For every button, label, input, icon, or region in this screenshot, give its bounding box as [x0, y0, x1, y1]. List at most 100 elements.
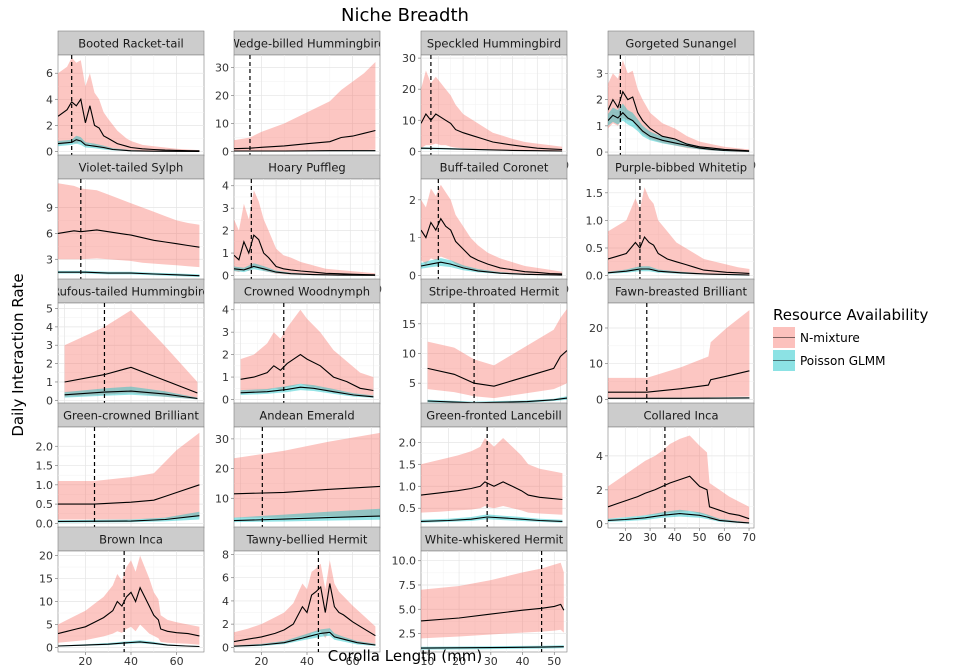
facet-collared-inca-poisson-glmm-band [608, 509, 750, 524]
facet-green-fronted-lancebill-n-mixture-mean-line [421, 481, 563, 501]
facet-rufous-tailed-hummingbird-plot [64, 303, 198, 404]
facet-green-fronted-lancebill-ytick-label: 2.0 [399, 436, 417, 449]
facet-fawn-breasted-brilliant-plot [608, 303, 750, 404]
facet-tawny-bellied-hermit-ytick-label: 0 [222, 641, 229, 654]
facet-rufous-tailed-hummingbird-ytick-label: 0 [46, 394, 53, 407]
facet-green-fronted-lancebill-grid [421, 427, 567, 528]
facet-violet-tailed-sylph: Violet-tailed Sylph204060369 [46, 154, 205, 296]
facet-white-whiskered-hermit-grid [421, 551, 567, 652]
facet-violet-tailed-sylph-strip [57, 154, 205, 180]
facet-collared-inca-xtick-label: 40 [668, 531, 682, 544]
facet-tawny-bellied-hermit-ytick-label: 4 [222, 595, 229, 608]
facet-purple-bibbed-whitetip-ytick-label: 0.5 [586, 242, 604, 255]
facet-purple-bibbed-whitetip-grid [608, 179, 754, 280]
facet-buff-tailed-coronet-n-mixture-mean-line [421, 217, 563, 275]
facet-brown-inca-xtick-label: 20 [78, 655, 92, 668]
facet-speckled-hummingbird-grid [421, 55, 567, 156]
facet-white-whiskered-hermit-xtick-label: 50 [547, 655, 561, 668]
facet-gorgeted-sunangel-plot [608, 55, 750, 156]
facet-stripe-throated-hermit-plot [427, 303, 567, 404]
facet-tawny-bellied-hermit: Tawny-bellied Hermit 20 40 60 0 2 4 6 8 [222, 526, 381, 668]
facet-hoary-puffleg-ytick-label: 4 [222, 180, 229, 193]
legend-label-poisson-glmm: Poisson GLMM [800, 354, 885, 368]
facet-collared-inca-n-mixture-mean-line [608, 475, 750, 520]
facet-speckled-hummingbird-poisson-glmm-band [421, 147, 563, 152]
facet-violet-tailed-sylph-n-mixture-band [58, 183, 200, 268]
facet-stripe-throated-hermit-grid [421, 303, 567, 404]
facet-crowned-woodnymph-ytick-label: 3 [222, 326, 229, 339]
facet-stripe-throated-hermit-strip [420, 278, 568, 304]
facet-brown-inca-strip [57, 526, 205, 552]
facet-tawny-bellied-hermit-xtick-label: 60 [346, 655, 360, 668]
facet-purple-bibbed-whitetip-ytick-label: 0.0 [586, 270, 604, 283]
facet-wedge-billed-hummingbird-ytick-label: 20 [215, 90, 229, 103]
facet-violet-tailed-sylph-ytick-label: 9 [46, 201, 53, 214]
facet-collared-inca-ytick-label: 4 [596, 450, 603, 463]
facet-fawn-breasted-brilliant-ytick-label: 0 [596, 393, 603, 406]
facet-rufous-tailed-hummingbird-strip-label: Rufous-tailed Hummingbird [52, 285, 210, 299]
facet-rufous-tailed-hummingbird-n-mixture-mean-line [64, 366, 198, 394]
facet-booted-racket-tail-poisson-glmm-band [58, 135, 200, 152]
facet-green-crowned-brilliant-ytick-label: 1.5 [36, 460, 54, 473]
facet-crowned-woodnymph-ytick-label: 1 [222, 371, 229, 384]
facet-stripe-throated-hermit-n-mixture-mean-line [427, 350, 567, 387]
facet-rufous-tailed-hummingbird-ytick-label: 4 [46, 321, 53, 334]
facet-rufous-tailed-hummingbird-ytick-label: 2 [46, 358, 53, 371]
facet-wedge-billed-hummingbird-plot [234, 55, 376, 156]
facet-brown-inca-poisson-glmm-mean-line [58, 641, 200, 648]
facet-wedge-billed-hummingbird-ytick-label: 0 [222, 146, 229, 159]
facet-collared-inca-xtick-label: 30 [643, 531, 657, 544]
facet-brown-inca-n-mixture-mean-line [58, 586, 200, 637]
facet-brown-inca-strip-label: Brown Inca [99, 533, 163, 547]
facet-rufous-tailed-hummingbird-n-mixture-band [64, 310, 198, 400]
facet-white-whiskered-hermit-panel [420, 550, 568, 653]
facet-white-whiskered-hermit-xtick-label: 30 [484, 655, 498, 668]
facet-white-whiskered-hermit-n-mixture-mean-line [421, 603, 565, 622]
facet-andean-emerald-strip-label: Andean Emerald [259, 409, 354, 423]
facet-fawn-breasted-brilliant-n-mixture-mean-line [608, 370, 750, 393]
facet-white-whiskered-hermit: White-whiskered Hermit 10 20 30 40 50 2.5 5.0 7.… [392, 526, 568, 668]
facet-collared-inca-poisson-glmm-mean-line [608, 513, 750, 524]
facet-brown-inca-ytick-label: 10 [39, 596, 53, 609]
facet-tawny-bellied-hermit-xtick-label: 20 [254, 655, 268, 668]
facet-green-fronted-lancebill-strip [420, 402, 568, 428]
facet-wedge-billed-hummingbird-grid [234, 55, 380, 156]
facet-speckled-hummingbird-strip-label: Speckled Hummingbird [427, 37, 561, 51]
facet-wedge-billed-hummingbird: Wedge-billed Hummingbird2040600102030 [215, 30, 381, 172]
facet-tawny-bellied-hermit-ytick-label: 8 [222, 548, 229, 561]
x-axis-title: Corolla Length (mm) [328, 647, 482, 665]
facet-buff-tailed-coronet-n-mixture-band [421, 184, 563, 276]
facet-collared-inca-xtick-label: 70 [742, 531, 756, 544]
facet-collared-inca-plot [608, 427, 750, 528]
facet-violet-tailed-sylph-ytick-label: 6 [46, 227, 53, 240]
facet-wedge-billed-hummingbird-n-mixture-mean-line [234, 129, 376, 150]
facet-speckled-hummingbird-strip [420, 30, 568, 56]
legend-title: Resource Availability [773, 306, 928, 324]
facet-andean-emerald-grid [234, 427, 380, 528]
facet-hoary-puffleg-panel [233, 178, 381, 281]
facet-hoary-puffleg-ytick-label: 0 [222, 270, 229, 283]
facet-buff-tailed-coronet: Buff-tailed Coronet203040506070012 [409, 154, 569, 296]
facet-fawn-breasted-brilliant: Fawn-breasted Brilliant20406001020 [589, 278, 755, 420]
facet-stripe-throated-hermit-strip-label: Stripe-throated Hermit [429, 285, 560, 299]
facet-crowned-woodnymph-ytick-label: 0 [222, 394, 229, 407]
legend-label-n-mixture: N-mixture [800, 331, 860, 345]
facet-stripe-throated-hermit-poisson-glmm-mean-line [427, 397, 567, 404]
facet-tawny-bellied-hermit-n-mixture-mean-line [234, 583, 376, 643]
facet-fawn-breasted-brilliant-grid [608, 303, 754, 404]
facet-green-fronted-lancebill-ytick-label: 1.5 [399, 458, 417, 471]
facet-brown-inca-ytick-label: 15 [39, 573, 53, 586]
facet-purple-bibbed-whitetip-poisson-glmm-mean-line [608, 268, 750, 276]
facet-buff-tailed-coronet-plot [421, 179, 563, 280]
facet-booted-racket-tail-ytick-label: 4 [46, 93, 53, 106]
facet-collared-inca-panel [607, 426, 755, 529]
legend: Resource Availability N-mixture Poisson … [773, 306, 928, 371]
facet-speckled-hummingbird-ytick-label: 30 [402, 52, 416, 65]
facet-andean-emerald-ytick-label: 10 [215, 492, 229, 505]
chart-title: Niche Breadth [341, 5, 469, 26]
facet-white-whiskered-hermit-ytick-label: 7.5 [399, 579, 417, 592]
facet-hoary-puffleg: Hoary Puffleg20304050607001234 [222, 154, 382, 296]
facet-brown-inca-xtick-label: 60 [170, 655, 184, 668]
facet-andean-emerald-plot [234, 427, 380, 528]
facet-hoary-puffleg-strip [233, 154, 381, 180]
